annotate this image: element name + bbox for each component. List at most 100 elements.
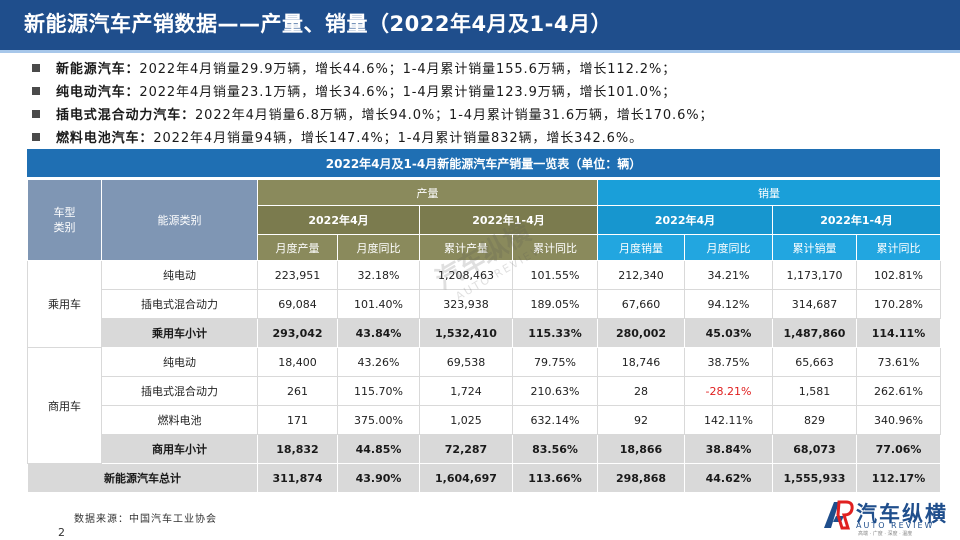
logo-text-cn: 汽车纵横: [856, 502, 948, 526]
column-header: 月度产量: [257, 234, 338, 261]
header-production: 产量: [257, 179, 598, 206]
table-cell: 28: [597, 376, 685, 406]
header-vehicle-type: 车型 类别: [27, 179, 102, 261]
table-cell: 43.84%: [337, 318, 420, 348]
table-cell: 73.61%: [856, 347, 941, 377]
table-cell: 293,042: [257, 318, 338, 348]
table-cell: 115.70%: [337, 376, 420, 406]
summary-item-text: 2022年4月销量6.8万辆，增长94.0%；1-4月累计销量31.6万辆，增长…: [195, 108, 714, 123]
summary-item-name: 纯电动汽车：: [56, 85, 140, 100]
table-cell: 34.21%: [684, 260, 773, 290]
table-cell: 72,287: [419, 434, 513, 464]
brand-logo: 汽车纵横 AUTO REVIEW 高端 · 广度 · 深度 · 温度: [822, 498, 952, 538]
bullet-square-icon: [32, 86, 40, 95]
table-cell: 115.33%: [512, 318, 598, 348]
group-label-passenger: 乘用车: [27, 260, 102, 348]
data-table-container: 2022年4月及1-4月新能源汽车产销量一览表（单位：辆） 车型 类别 能源类别…: [27, 149, 941, 493]
table-cell: 1,025: [419, 405, 513, 435]
row-label: 燃料电池: [101, 405, 258, 435]
group-label-commercial: 商用车: [27, 347, 102, 464]
table-cell: 32.18%: [337, 260, 420, 290]
row-label: 新能源汽车总计: [27, 463, 258, 493]
table-cell: 1,555,933: [772, 463, 857, 493]
summary-item-text: 2022年4月销量23.1万辆，增长34.6%；1-4月累计销量123.9万辆，…: [139, 85, 677, 100]
table-cell: 77.06%: [856, 434, 941, 464]
table-cell: 632.14%: [512, 405, 598, 435]
column-header: 累计销量: [772, 234, 857, 261]
table-cell: 1,173,170: [772, 260, 857, 290]
table-cell: 44.85%: [337, 434, 420, 464]
table-cell: 94.12%: [684, 289, 773, 319]
table-row: 插电式混合动力 261 115.70% 1,724 210.63% 28 -28…: [28, 376, 941, 406]
summary-item-name: 新能源汽车：: [56, 62, 140, 77]
header-production-apr: 2022年4月: [257, 205, 420, 235]
table-row: 商用车 纯电动 18,400 43.26% 69,538 79.75% 18,7…: [27, 347, 941, 464]
table-cell-negative: -28.21%: [684, 376, 773, 406]
table-cell: 114.11%: [856, 318, 941, 348]
table-cell: 1,724: [419, 376, 513, 406]
summary-item: 燃料电池汽车： 2022年4月销量94辆，增长147.4%；1-4月累计销量832…: [32, 125, 952, 148]
column-header: 月度销量: [597, 234, 685, 261]
table-cell: 298,868: [597, 463, 685, 493]
table-cell: 311,874: [257, 463, 338, 493]
table-cell: 18,746: [597, 347, 685, 377]
table-cell: 223,951: [257, 260, 338, 290]
row-label: 插电式混合动力: [101, 289, 258, 319]
column-header: 月度同比: [337, 234, 420, 261]
summary-item: 纯电动汽车： 2022年4月销量23.1万辆，增长34.6%；1-4月累计销量12…: [32, 79, 952, 102]
table-cell: 101.55%: [512, 260, 598, 290]
table-cell: 171: [257, 405, 338, 435]
page-title: 新能源汽车产销数据——产量、销量（2022年4月及1-4月）: [24, 12, 612, 36]
table-cell: 18,832: [257, 434, 338, 464]
table-cell: 79.75%: [512, 347, 598, 377]
table-cell: 69,084: [257, 289, 338, 319]
page-number: 2: [58, 526, 65, 539]
table-cell: 280,002: [597, 318, 685, 348]
table-cell: 38.84%: [684, 434, 773, 464]
summary-item-text: 2022年4月销量94辆，增长147.4%；1-4月累计销量832辆，增长342…: [153, 131, 643, 146]
title-bar: 新能源汽车产销数据——产量、销量（2022年4月及1-4月）: [0, 0, 960, 50]
header-production-ytd: 2022年1-4月: [419, 205, 598, 235]
header-sales-ytd: 2022年1-4月: [772, 205, 941, 235]
table-cell: 375.00%: [337, 405, 420, 435]
title-underline: [0, 50, 960, 53]
table-cell: 18,866: [597, 434, 685, 464]
summary-list: 新能源汽车： 2022年4月销量29.9万辆，增长44.6%；1-4月累计销量15…: [32, 56, 952, 148]
table-cell: 261: [257, 376, 338, 406]
subtotal-row: 商用车小计 18,832 44.85% 72,287 83.56% 18,866…: [28, 434, 941, 464]
table-cell: 210.63%: [512, 376, 598, 406]
table-row: 乘用车 纯电动 223,951 32.18% 1,208,463 101.55%…: [27, 260, 941, 348]
column-header: 累计同比: [856, 234, 941, 261]
subtotal-row: 乘用车小计 293,042 43.84% 1,532,410 115.33% 2…: [28, 318, 941, 348]
table-cell: 829: [772, 405, 857, 435]
table-cell: 92: [597, 405, 685, 435]
table-cell: 112.17%: [856, 463, 941, 493]
column-header: 累计同比: [512, 234, 598, 261]
summary-item: 插电式混合动力汽车： 2022年4月销量6.8万辆，增长94.0%；1-4月累计销…: [32, 102, 952, 125]
table-cell: 43.90%: [337, 463, 420, 493]
total-row: 新能源汽车总计 311,874 43.90% 1,604,697 113.66%…: [27, 463, 941, 493]
header-sales-apr: 2022年4月: [597, 205, 773, 235]
table-cell: 67,660: [597, 289, 685, 319]
table-title: 2022年4月及1-4月新能源汽车产销量一览表（单位：辆）: [27, 149, 940, 179]
table-cell: 1,604,697: [419, 463, 513, 493]
table-cell: 65,663: [772, 347, 857, 377]
table-cell: 113.66%: [512, 463, 598, 493]
summary-item-name: 插电式混合动力汽车：: [56, 108, 196, 123]
table-cell: 1,532,410: [419, 318, 513, 348]
ar-logo-icon: [824, 500, 854, 530]
production-sales-table: 车型 类别 能源类别 产量 销量 2022年4月 2022年1-4月 2022年…: [27, 179, 941, 493]
table-cell: 68,073: [772, 434, 857, 464]
table-cell: 1,487,860: [772, 318, 857, 348]
table-cell: 340.96%: [856, 405, 941, 435]
summary-item-name: 燃料电池汽车：: [56, 131, 154, 146]
row-label: 纯电动: [101, 260, 258, 290]
bullet-square-icon: [32, 109, 40, 118]
row-label: 插电式混合动力: [101, 376, 258, 406]
table-cell: 102.81%: [856, 260, 941, 290]
table-cell: 262.61%: [856, 376, 941, 406]
bullet-square-icon: [32, 63, 40, 72]
bullet-square-icon: [32, 132, 40, 141]
logo-slogan: 高端 · 广度 · 深度 · 温度: [858, 531, 913, 537]
table-cell: 314,687: [772, 289, 857, 319]
